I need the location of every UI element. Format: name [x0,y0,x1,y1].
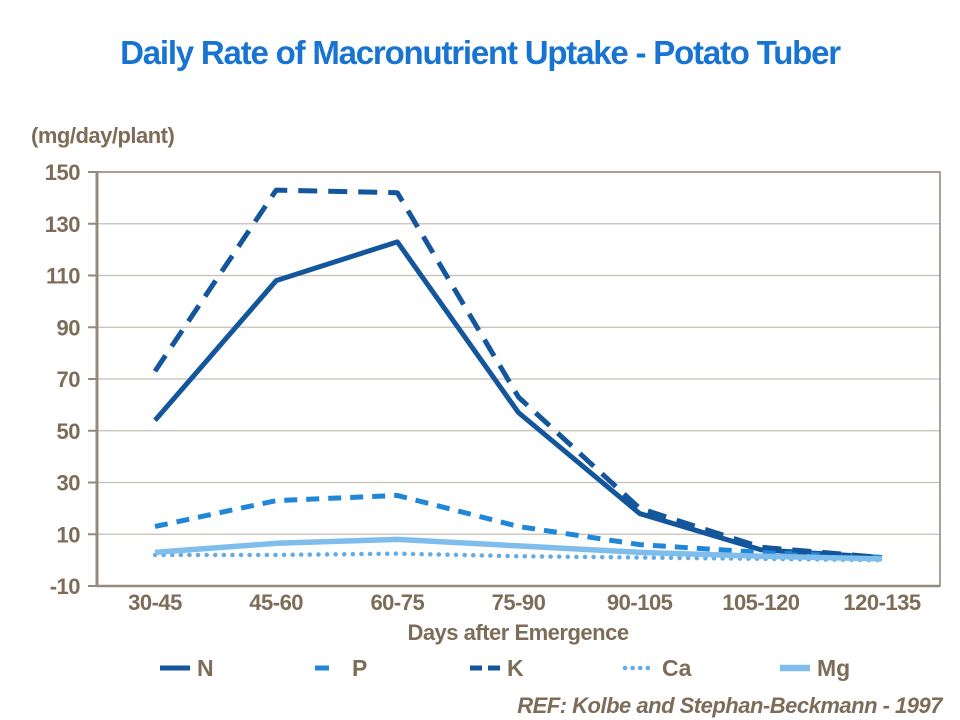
x-axis-title: Days after Emergence [407,620,628,645]
y-axis-ticks [88,171,97,587]
y-tick-label: 110 [46,264,80,289]
y-tick-label: 150 [45,160,80,185]
y-axis-tick-labels: 150 130 110 90 70 50 30 10 -10 [45,160,81,599]
series-line-N [153,239,883,561]
chart-title: Daily Rate of Macronutrient Uptake - Pot… [120,34,841,71]
y-tick-label: 30 [57,471,81,496]
x-tick-label: 60-75 [370,590,424,615]
x-tick-label: 45-60 [249,590,303,615]
series-line-Ca [152,551,885,563]
legend-label-Mg: Mg [817,655,850,681]
gridlines [97,223,940,535]
y-tick-label: -10 [50,574,81,599]
series-line-K [152,187,883,561]
y-tick-label: 70 [57,367,81,392]
x-tick-label: 105-120 [722,590,800,615]
legend-label-N: N [197,655,214,681]
x-tick-label: 75-90 [492,590,546,615]
series-lines [152,187,885,563]
y-tick-label: 130 [45,212,80,237]
x-axis-tick-labels: 30-45 45-60 60-75 75-90 90-105 105-120 120-135 [128,590,921,615]
y-tick-label: 50 [57,419,81,444]
y-axis-unit-label: (mg/day/plant) [31,123,175,148]
legend: N P K Ca Mg [160,655,850,681]
series-line-Mg [154,536,883,562]
y-tick-label: 10 [57,522,81,547]
x-tick-label: 120-135 [843,590,921,615]
x-tick-label: 90-105 [607,590,673,615]
legend-label-K: K [507,655,524,681]
x-tick-label: 30-45 [128,590,182,615]
y-tick-label: 90 [57,315,81,340]
legend-label-Ca: Ca [662,655,692,681]
reference-note: REF: Kolbe and Stephan-Beckmann - 1997 [517,693,942,718]
legend-label-P: P [352,655,367,681]
